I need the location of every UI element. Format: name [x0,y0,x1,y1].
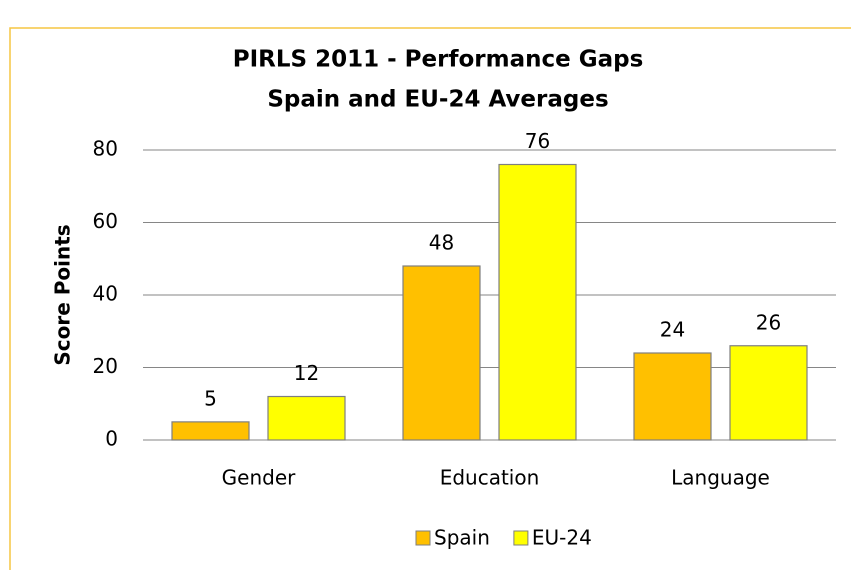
y-tick-label: 40 [93,282,118,306]
chart-title: PIRLS 2011 - Performance Gaps [233,47,644,73]
bar [402,265,481,441]
x-tick-label: Gender [222,466,296,490]
x-tick-label: Education [440,466,540,490]
data-label: 76 [525,129,550,153]
legend-swatch [513,530,529,546]
legend-swatch [415,530,431,546]
y-axis-label: Score Points [51,224,75,365]
bar [729,345,808,441]
chart-border [9,27,851,570]
bar [267,395,346,441]
data-label: 26 [756,310,781,334]
data-label: 5 [204,386,217,410]
bar [633,352,712,441]
y-tick-label: 20 [93,354,118,378]
bar [171,421,250,441]
bar [498,163,577,441]
data-label: 12 [294,361,319,385]
y-tick-label: 80 [93,137,118,161]
chart-subtitle: Spain and EU-24 Averages [267,87,608,113]
x-tick-label: Language [671,466,770,490]
data-label: 24 [660,318,685,342]
legend-label: EU-24 [532,526,592,550]
legend-label: Spain [434,526,490,550]
data-label: 48 [429,231,454,255]
y-tick-label: 60 [93,209,118,233]
y-tick-label: 0 [105,427,118,451]
